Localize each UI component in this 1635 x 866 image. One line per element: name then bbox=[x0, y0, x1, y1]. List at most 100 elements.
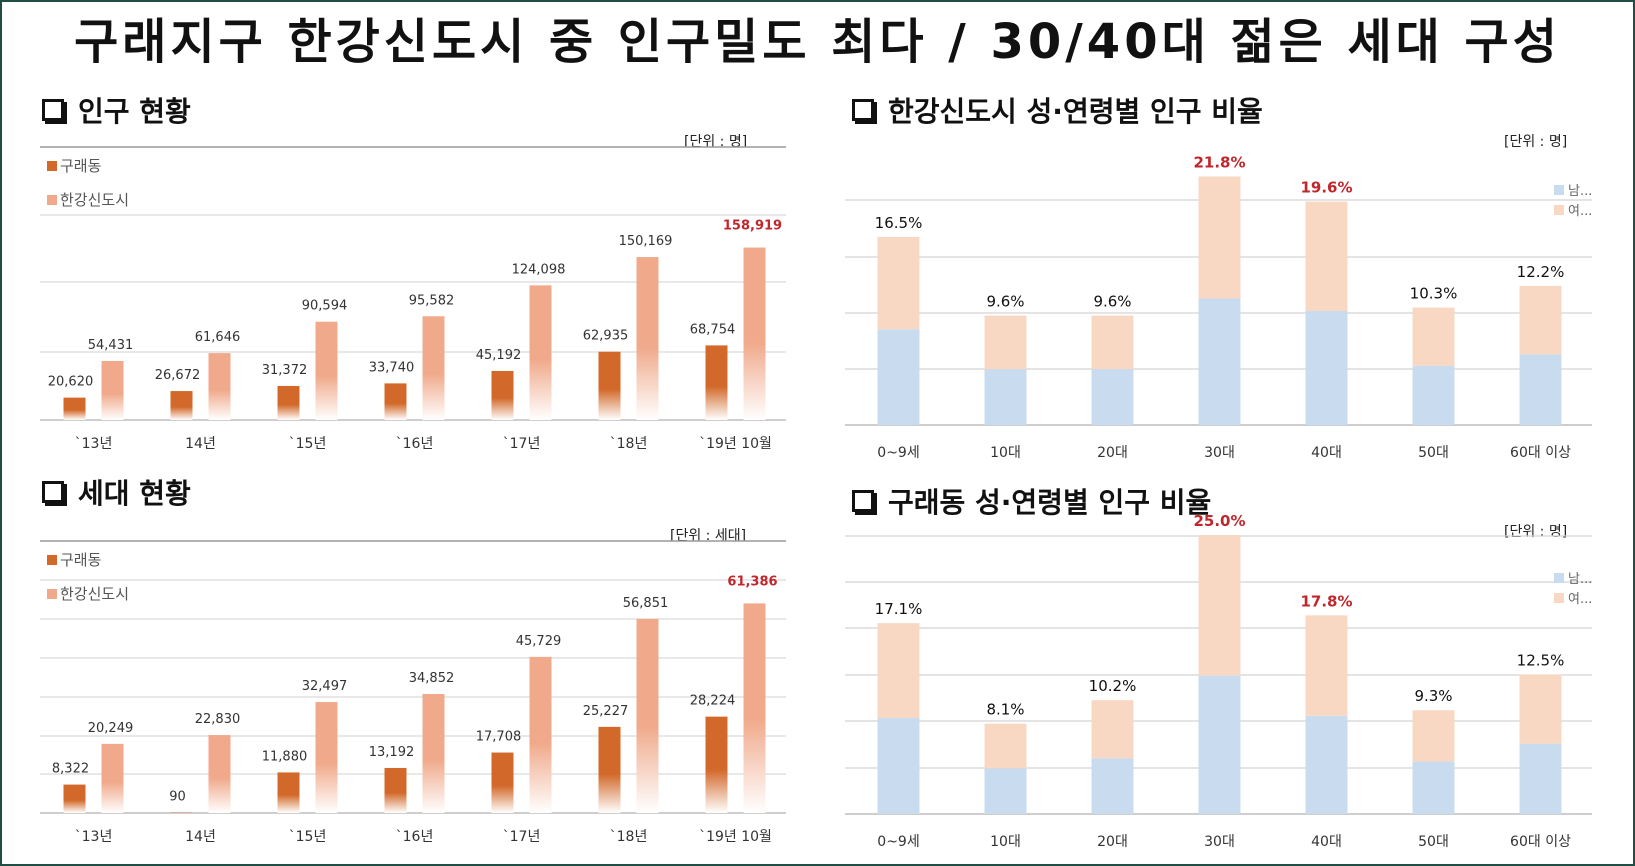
hangang_age-total-label: 12.2% bbox=[1517, 263, 1565, 281]
gurae_age-total-label: 25.0% bbox=[1193, 512, 1245, 530]
checkbox-bullet-icon bbox=[852, 99, 874, 121]
households-data-label: 8,322 bbox=[52, 762, 89, 777]
checkbox-bullet-icon bbox=[852, 490, 874, 512]
population-tick-label: `18년 bbox=[610, 436, 648, 452]
gurae_age-total-label: 8.1% bbox=[986, 701, 1024, 719]
population-unit: [단위 : 명] bbox=[684, 134, 748, 150]
gurae_age-bar-male bbox=[877, 718, 920, 814]
gurae_age-bar-female bbox=[877, 623, 920, 719]
population-data-label: 124,098 bbox=[512, 262, 566, 277]
households-tick-label: `17년 bbox=[503, 829, 541, 845]
hangang_age-bar-female bbox=[984, 315, 1027, 370]
households-bar bbox=[636, 618, 659, 813]
population-tick-label: 14년 bbox=[185, 436, 216, 452]
households-tick-label: `18년 bbox=[610, 829, 648, 845]
population-legend-swatch bbox=[47, 161, 57, 171]
households-bar bbox=[63, 784, 86, 813]
gurae_age-tick-label: 60대 이상 bbox=[1510, 834, 1571, 850]
gurae_age-bar-male bbox=[1412, 761, 1455, 814]
population-data-label: 62,935 bbox=[583, 329, 629, 344]
population-section-title: 인구 현황 bbox=[42, 90, 191, 130]
hangang_age-bar-female bbox=[1198, 176, 1241, 299]
population-legend-label: 구래동 bbox=[60, 157, 102, 175]
population-bar bbox=[598, 351, 621, 420]
hangang_age-bar-female bbox=[1091, 315, 1134, 370]
gurae_age-total-label: 10.2% bbox=[1089, 677, 1137, 695]
hangang_age-bar-male bbox=[877, 329, 920, 425]
hangang_age-tick-label: 20대 bbox=[1097, 445, 1128, 461]
households-bar bbox=[315, 702, 338, 813]
gurae_age-bar-female bbox=[1198, 535, 1241, 676]
population-bar bbox=[384, 383, 407, 420]
households-data-label: 34,852 bbox=[409, 671, 455, 686]
hangang_age-total-label: 16.5% bbox=[875, 214, 923, 232]
hangang_age-legend-swatch bbox=[1554, 185, 1564, 195]
checkbox-bullet-icon bbox=[42, 99, 64, 121]
hangang_age-tick-label: 30대 bbox=[1204, 445, 1235, 461]
population-data-label: 33,740 bbox=[369, 360, 415, 375]
population-legend-label: 한강신도시 bbox=[60, 191, 129, 209]
households-data-label: 90 bbox=[169, 790, 186, 805]
population-legend-swatch bbox=[47, 195, 57, 205]
population-data-label: 31,372 bbox=[262, 363, 308, 378]
population-bar bbox=[101, 360, 124, 420]
households-tick-label: `19년 10월 bbox=[699, 829, 772, 845]
hangang_age-legend-label: 남... bbox=[1568, 184, 1592, 199]
hangang_age-legend-swatch bbox=[1554, 205, 1564, 215]
households-data-label: 61,386 bbox=[727, 574, 777, 589]
households-data-label: 17,708 bbox=[476, 730, 522, 745]
hangang-age-title-text: 한강신도시 성·연령별 인구 비율 bbox=[888, 95, 1263, 128]
gurae_age-tick-label: 10대 bbox=[990, 834, 1021, 850]
hangang_age-bar-male bbox=[1412, 365, 1455, 425]
households-data-label: 32,497 bbox=[302, 679, 348, 694]
households-unit: [단위 : 세대] bbox=[670, 528, 747, 544]
households-bar bbox=[529, 656, 552, 813]
population-tick-label: `19년 10월 bbox=[699, 436, 772, 452]
households-legend-swatch bbox=[47, 589, 57, 599]
households-bar bbox=[598, 726, 621, 813]
households-bar bbox=[384, 767, 407, 813]
population-data-label: 26,672 bbox=[155, 368, 201, 383]
households-bar bbox=[491, 752, 514, 813]
population-data-label: 90,594 bbox=[302, 299, 348, 314]
population-title-text: 인구 현황 bbox=[78, 95, 191, 128]
gurae_age-tick-label: 0~9세 bbox=[877, 834, 919, 850]
households-tick-label: `15년 bbox=[289, 829, 327, 845]
gurae_age-tick-label: 40대 bbox=[1311, 834, 1342, 850]
households-data-label: 11,880 bbox=[262, 749, 308, 764]
population-bar bbox=[636, 257, 659, 420]
hangang_age-tick-label: 0~9세 bbox=[877, 445, 919, 461]
population-bar bbox=[529, 285, 552, 420]
gurae_age-bar-male bbox=[1091, 758, 1134, 814]
population-bar bbox=[491, 370, 514, 420]
households-data-label: 28,224 bbox=[690, 694, 736, 709]
hangang_age-total-label: 19.6% bbox=[1300, 179, 1352, 197]
population-data-label: 150,169 bbox=[619, 234, 673, 249]
gurae_age-total-label: 17.8% bbox=[1300, 592, 1352, 610]
gurae_age-legend-label: 남... bbox=[1568, 572, 1592, 587]
hangang_age-total-label: 10.3% bbox=[1410, 285, 1458, 303]
population-bar bbox=[422, 316, 445, 420]
gurae_age-total-label: 17.1% bbox=[875, 600, 923, 618]
households-title-text: 세대 현황 bbox=[78, 477, 191, 510]
households-data-label: 22,830 bbox=[195, 712, 241, 727]
households-legend-label: 구래동 bbox=[60, 551, 102, 569]
population-data-label: 68,754 bbox=[690, 322, 736, 337]
households-data-label: 25,227 bbox=[583, 704, 629, 719]
page-title: 구래지구 한강신도시 중 인구밀도 최다 / 30/40대 젊은 세대 구성 bbox=[74, 14, 1561, 70]
hangang_age-tick-label: 50대 bbox=[1418, 445, 1449, 461]
gurae_age-bar-female bbox=[1412, 710, 1455, 762]
hangang_age-bar-male bbox=[1091, 369, 1134, 425]
gurae_age-bar-female bbox=[1091, 700, 1134, 759]
gurae_age-tick-label: 30대 bbox=[1204, 834, 1235, 850]
households-section-title: 세대 현황 bbox=[42, 472, 191, 512]
population-data-label: 61,646 bbox=[195, 330, 241, 345]
households-tick-label: `13년 bbox=[75, 829, 113, 845]
gurae_age-bar-male bbox=[1305, 715, 1348, 814]
households-bar bbox=[208, 735, 231, 813]
gurae_age-tick-label: 50대 bbox=[1418, 834, 1449, 850]
hangang_age-tick-label: 10대 bbox=[990, 445, 1021, 461]
hangang_age-bar-male bbox=[984, 369, 1027, 425]
households-bar bbox=[705, 716, 728, 813]
